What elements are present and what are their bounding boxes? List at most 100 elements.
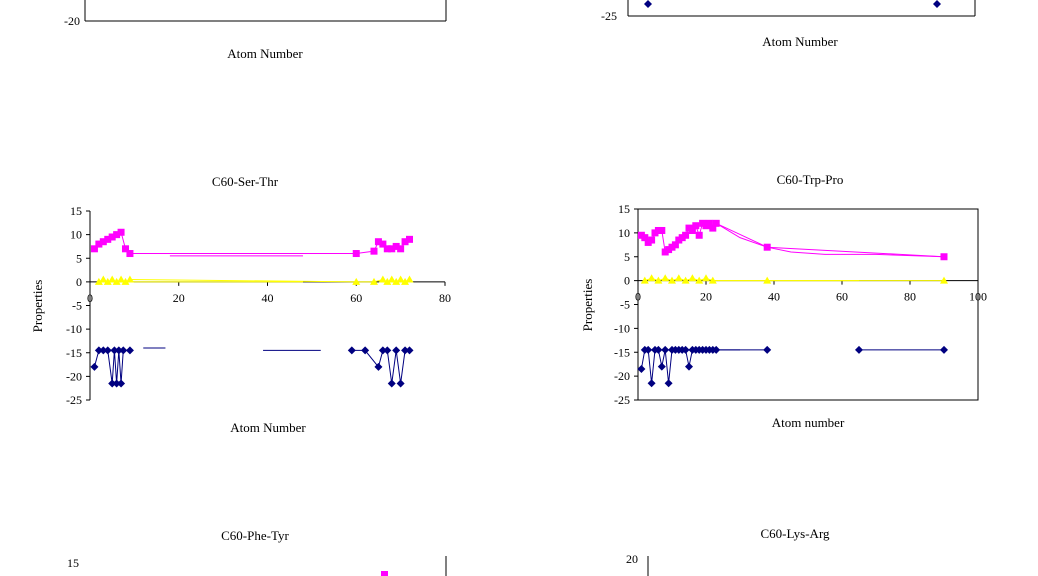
x-tick-label: 100 (969, 290, 987, 304)
data-point (370, 277, 378, 285)
y-axis-label: Properties (580, 279, 595, 332)
y-tick-label: 10 (70, 228, 82, 242)
data-point (370, 247, 378, 255)
data-point (674, 274, 683, 282)
data-point (406, 235, 413, 243)
data-point (381, 571, 388, 576)
data-point (387, 379, 396, 388)
data-point (122, 245, 129, 253)
data-point (361, 346, 370, 355)
series-line (715, 222, 945, 258)
data-point (392, 242, 400, 250)
x-tick-label: 0 (87, 291, 93, 305)
y-tick-label: -20 (66, 369, 82, 383)
data-point (117, 228, 125, 236)
y-tick-label: 0 (76, 275, 82, 289)
data-point (940, 345, 948, 354)
y-tick-label: 0 (624, 274, 630, 288)
data-point (641, 234, 649, 242)
data-point (401, 277, 410, 285)
x-axis-label: Atom Number (227, 46, 303, 61)
chart-title: C60-Lys-Arg (760, 526, 830, 541)
y-tick-label: -10 (66, 322, 82, 336)
data-point (405, 346, 414, 355)
data-point (933, 0, 941, 8)
data-point (113, 231, 121, 239)
data-point (126, 250, 134, 258)
data-point (685, 362, 693, 371)
data-point (108, 275, 117, 283)
data-point (396, 275, 405, 283)
data-point (117, 379, 126, 388)
x-axis-label: Atom number (772, 415, 845, 430)
data-point (392, 277, 401, 285)
data-point (112, 277, 121, 285)
data-point (374, 362, 383, 371)
data-point (671, 241, 679, 249)
data-point (94, 346, 103, 355)
x-axis-label: Atom Number (230, 420, 306, 435)
data-point (695, 276, 704, 284)
data-point (940, 276, 948, 284)
y-tick-label: -15 (614, 345, 630, 359)
data-point (647, 274, 656, 282)
x-tick-label: 60 (836, 290, 848, 304)
data-point (99, 346, 108, 355)
x-tick-label: 80 (439, 291, 451, 305)
data-point (90, 245, 98, 253)
data-point (657, 362, 666, 371)
chart-top-left: -20 Atom Number (64, 0, 447, 61)
data-point (125, 346, 134, 355)
y-tick-label: 20 (626, 552, 638, 566)
x-axis-label: Atom Number (762, 34, 838, 49)
y-tick-label: 10 (618, 226, 630, 240)
data-point (378, 275, 387, 283)
data-point (104, 235, 112, 243)
data-point (383, 346, 392, 355)
x-tick-label: 80 (904, 290, 916, 304)
data-point (763, 345, 772, 354)
y-tick-label: -25 (66, 393, 82, 407)
data-point (695, 231, 703, 239)
data-point (112, 379, 121, 388)
y-tick-label: -15 (66, 346, 82, 360)
y-tick-label: 15 (70, 204, 82, 218)
data-point (347, 346, 356, 355)
data-point (387, 275, 396, 283)
data-point (125, 275, 134, 283)
chart-title: C60-Trp-Pro (777, 172, 844, 187)
y-tick-label: -20 (614, 369, 630, 383)
y-axis-label: Properties (30, 280, 45, 333)
x-tick-label: 20 (700, 290, 712, 304)
data-point (388, 245, 396, 253)
data-point (654, 276, 663, 284)
data-point (682, 231, 690, 239)
chart-title: C60-Phe-Tyr (221, 528, 289, 543)
data-point (119, 346, 128, 355)
data-point (378, 346, 387, 355)
data-point (103, 346, 112, 355)
y-tick-label: 15 (618, 202, 630, 216)
x-tick-label: 60 (350, 291, 362, 305)
data-point (709, 224, 717, 232)
data-point (637, 364, 646, 373)
data-point (702, 274, 710, 282)
y-tick-label: -5 (72, 299, 82, 313)
data-point (108, 379, 117, 388)
data-point (664, 379, 673, 388)
data-point (654, 345, 663, 354)
data-point (352, 277, 361, 285)
series-line (351, 349, 410, 384)
data-point (405, 275, 414, 283)
data-point (103, 277, 112, 285)
data-point (661, 274, 670, 282)
data-point (99, 275, 108, 283)
data-point (688, 226, 696, 234)
series-line (94, 231, 410, 255)
y-tick-label: -10 (614, 321, 630, 335)
data-point (401, 346, 410, 355)
data-point (379, 240, 387, 248)
y-tick-label: -25 (614, 393, 630, 407)
chart-c60-trp-pro: C60-Trp-Pro Atom number Properties 15 10 5… (580, 172, 987, 430)
